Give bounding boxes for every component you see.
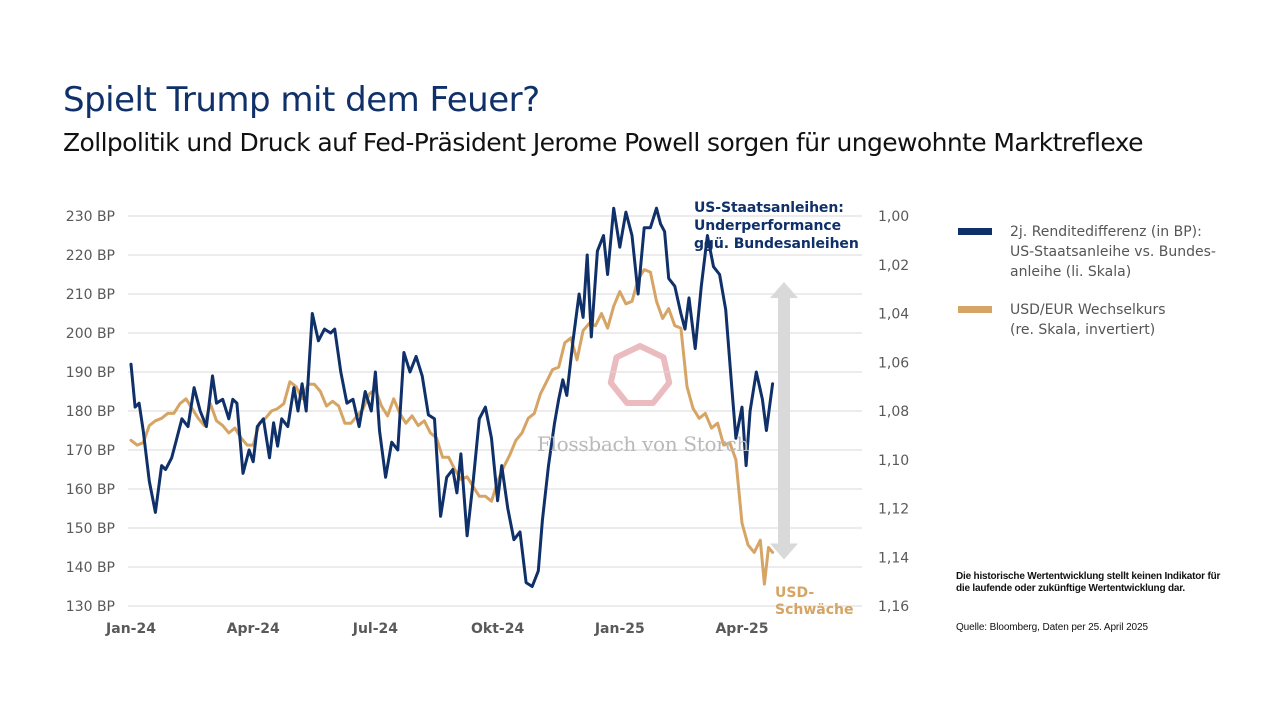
legend-label: (re. Skala, invertiert) — [1010, 322, 1156, 338]
right-tick-label: 1,10 — [878, 453, 909, 469]
left-tick-label: 180 BP — [66, 404, 115, 420]
right-tick-label: 1,06 — [878, 355, 909, 371]
left-axis: 130 BP 140 BP 150 BP 160 BP 170 BP 180 BP 190 … — [66, 209, 115, 615]
legend-label: US-Staatsanleihe vs. Bundes- — [1010, 244, 1216, 260]
x-tick-label: Jan-25 — [594, 621, 645, 637]
page-title: Spielt Trump mit dem Feuer? — [63, 80, 540, 120]
legend-item-spread: 2j. Renditedifferenz (in BP): US-Staatsa… — [958, 222, 1258, 282]
legend-label: USD/EUR Wechselkurs — [1010, 302, 1166, 318]
legend-label: anleihe (li. Skala) — [1010, 264, 1132, 280]
right-tick-label: 1,08 — [878, 404, 909, 420]
x-axis: Jan-24 Apr-24 Jul-24 Okt-24 Jan-25 Apr-25 — [105, 621, 768, 637]
annotation-line: USD- — [775, 585, 815, 601]
watermark-logo — [607, 343, 673, 406]
right-tick-label: 1,00 — [878, 209, 909, 225]
x-tick-label: Apr-24 — [227, 621, 280, 637]
left-tick-label: 140 BP — [66, 560, 115, 576]
arrow-head-up — [770, 282, 798, 298]
left-tick-label: 230 BP — [66, 209, 115, 225]
annotation-usd-weakness: USD- Schwäche — [775, 585, 854, 619]
arrow-head-down — [770, 543, 798, 560]
page-subtitle: Zollpolitik und Druck auf Fed-Präsident … — [63, 128, 1143, 157]
annotation-line: US-Staatsanleihen: — [694, 200, 844, 216]
logo-heptagon — [607, 343, 673, 406]
disclaimer: Die historische Wertentwicklung stellt k… — [956, 571, 1221, 594]
legend-label: 2j. Renditedifferenz (in BP): — [1010, 224, 1202, 240]
series-line-fx — [129, 268, 775, 586]
right-tick-label: 1,02 — [878, 258, 909, 274]
x-tick-label: Okt-24 — [471, 621, 524, 637]
watermark-text: Flossbach von Storch — [537, 432, 750, 456]
left-tick-label: 160 BP — [66, 482, 115, 498]
right-tick-label: 1,04 — [878, 307, 909, 323]
x-tick-label: Jan-24 — [105, 621, 156, 637]
legend: 2j. Renditedifferenz (in BP): US-Staatsa… — [958, 222, 1258, 358]
annotation-underperformance: US-Staatsanleihen: Underperformance ggü.… — [694, 199, 859, 253]
legend-swatch-spread — [958, 228, 992, 235]
annotation-line: ggü. Bundesanleihen — [694, 236, 859, 252]
left-tick-label: 170 BP — [66, 443, 115, 459]
left-tick-label: 150 BP — [66, 521, 115, 537]
x-tick-label: Jul-24 — [352, 621, 399, 637]
annotation-line: Schwäche — [775, 602, 854, 618]
left-tick-label: 200 BP — [66, 326, 115, 342]
range-arrow — [770, 282, 798, 560]
right-tick-label: 1,12 — [878, 502, 909, 518]
series — [129, 206, 775, 588]
left-tick-label: 210 BP — [66, 287, 115, 303]
right-tick-label: 1,14 — [878, 550, 909, 566]
left-tick-label: 130 BP — [66, 599, 115, 615]
right-axis: 1,00 1,02 1,04 1,06 1,08 1,10 1,12 1,14 1,16 — [878, 209, 909, 615]
arrow-shaft — [778, 296, 790, 546]
annotation-line: Underperformance — [694, 218, 841, 234]
x-tick-label: Apr-25 — [715, 621, 768, 637]
left-tick-label: 220 BP — [66, 248, 115, 264]
source-note: Quelle: Bloomberg, Daten per 25. April 2… — [956, 622, 1148, 633]
legend-item-fx: USD/EUR Wechselkurs (re. Skala, invertie… — [958, 300, 1258, 340]
right-tick-label: 1,16 — [878, 599, 909, 615]
series-line-spread — [129, 206, 775, 588]
legend-swatch-fx — [958, 306, 992, 313]
left-tick-label: 190 BP — [66, 365, 115, 381]
